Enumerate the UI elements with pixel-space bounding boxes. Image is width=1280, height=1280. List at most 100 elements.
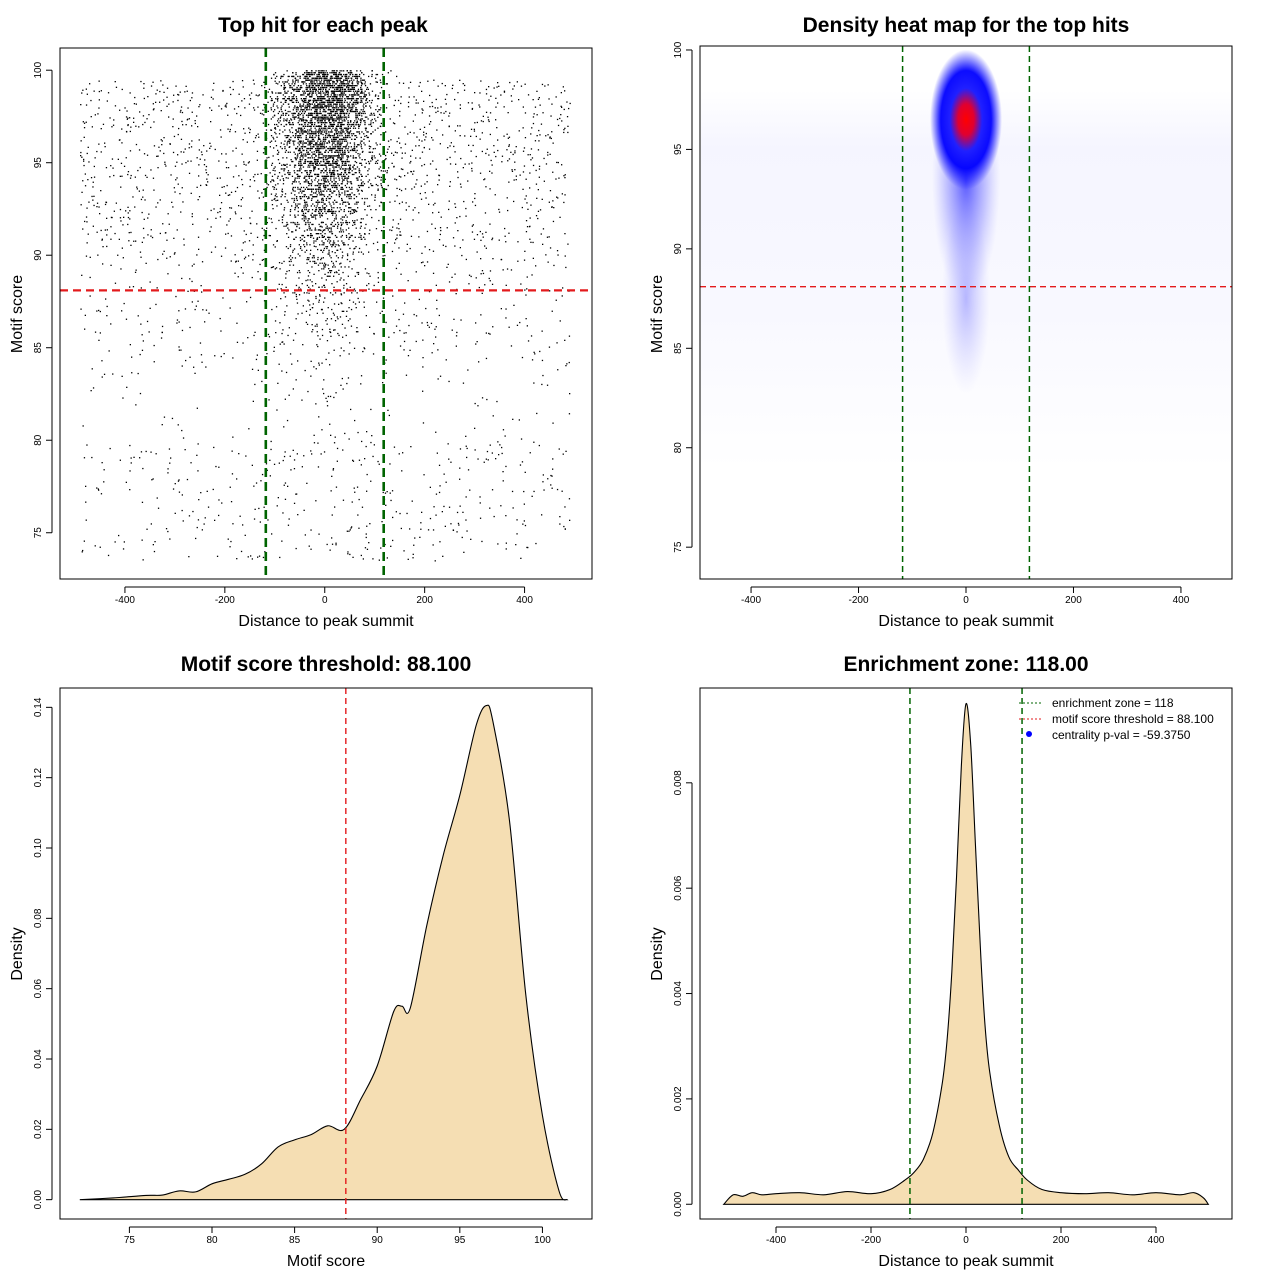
scatter-point: [320, 103, 322, 105]
scatter-point: [297, 127, 300, 129]
scatter-point: [89, 295, 91, 297]
scatter-point: [530, 133, 532, 135]
scatter-point: [164, 163, 166, 165]
scatter-point: [404, 152, 406, 154]
scatter-point: [322, 164, 324, 166]
scatter-point: [107, 92, 110, 94]
scatter-point: [366, 272, 368, 274]
scatter-point: [98, 90, 100, 93]
scatter-point: [335, 160, 337, 163]
scatter-point: [400, 273, 402, 275]
scatter-point: [335, 103, 337, 105]
scatter-point: [288, 229, 290, 231]
scatter-point: [365, 127, 367, 129]
scatter-point: [386, 151, 388, 153]
scatter-point: [332, 83, 334, 85]
scatter-point: [285, 246, 288, 248]
scatter-point: [127, 124, 129, 126]
scatter-point: [342, 138, 344, 140]
scatter-point: [316, 205, 318, 207]
scatter-point: [278, 363, 280, 365]
scatter-point: [304, 123, 306, 126]
scatter-point: [402, 82, 405, 84]
scatter-point: [314, 136, 316, 139]
scatter-point: [333, 225, 335, 227]
scatter-point: [307, 116, 309, 118]
scatter-point: [313, 170, 315, 172]
scatter-point: [167, 213, 169, 215]
scatter-point: [362, 218, 364, 220]
scatter-point: [334, 73, 336, 76]
scatter-point: [322, 142, 324, 144]
scatter-point: [438, 239, 441, 241]
scatter-point: [353, 79, 355, 81]
scatter-point: [385, 321, 387, 324]
scatter-point: [395, 511, 397, 513]
scatter-point: [323, 175, 325, 177]
scatter-point: [433, 506, 435, 508]
scatter-point: [346, 86, 348, 89]
scatter-point: [148, 331, 150, 333]
scatter-point: [84, 328, 86, 330]
scatter-point: [338, 273, 340, 275]
scatter-point: [488, 99, 490, 101]
scatter-point: [340, 116, 342, 118]
scatter-point: [301, 118, 303, 120]
scatter-point: [336, 159, 338, 161]
scatter-point: [271, 204, 274, 206]
scatter-point: [301, 153, 303, 155]
scatter-point: [293, 98, 295, 100]
scatter-point: [478, 361, 480, 363]
scatter-point: [142, 115, 145, 117]
scatter-point: [506, 149, 508, 151]
scatter-point: [406, 250, 408, 252]
scatter-point: [181, 163, 183, 165]
scatter-point: [537, 217, 539, 220]
scatter-point: [497, 102, 499, 104]
scatter-point: [313, 442, 316, 444]
scatter-point: [134, 206, 136, 208]
scatter-point: [253, 180, 256, 182]
scatter-point: [201, 361, 203, 363]
scatter-point: [236, 558, 238, 560]
scatter-point: [88, 161, 90, 163]
scatter-point: [281, 191, 284, 193]
scatter-point: [238, 453, 240, 455]
scatter-point: [535, 183, 538, 185]
scatter-point: [317, 335, 319, 337]
scatter-point: [311, 307, 314, 309]
scatter-point: [330, 490, 332, 492]
scatter-point: [248, 103, 251, 105]
scatter-point: [300, 155, 302, 157]
scatter-point: [346, 223, 348, 226]
scatter-point: [325, 91, 328, 94]
scatter-point: [345, 164, 347, 166]
scatter-point: [519, 174, 521, 176]
scatter-point: [313, 112, 316, 115]
scatter-point: [251, 368, 254, 370]
scatter-point: [338, 90, 340, 92]
scatter-point: [235, 260, 237, 262]
scatter-point: [129, 150, 132, 152]
scatter-point: [351, 170, 353, 172]
scatter-point: [317, 120, 319, 122]
scatter-point: [375, 183, 377, 186]
scatter-point: [329, 423, 331, 425]
scatter-point: [531, 127, 533, 129]
scatter-point: [551, 487, 553, 489]
scatter-point: [110, 323, 112, 325]
scatter-point: [234, 254, 236, 256]
scatter-point: [370, 122, 372, 124]
scatter-point: [347, 168, 349, 170]
scatter-point: [226, 102, 228, 105]
scatter-point: [381, 310, 383, 312]
scatter-point: [439, 227, 442, 229]
scatter-point: [84, 185, 87, 187]
scatter-point: [296, 196, 298, 198]
scatter-point: [277, 149, 279, 152]
scatter-point: [353, 146, 355, 148]
scatter-point: [379, 143, 381, 145]
scatter-point: [311, 138, 314, 140]
scatter-point: [313, 146, 315, 148]
scatter-point: [337, 151, 339, 153]
